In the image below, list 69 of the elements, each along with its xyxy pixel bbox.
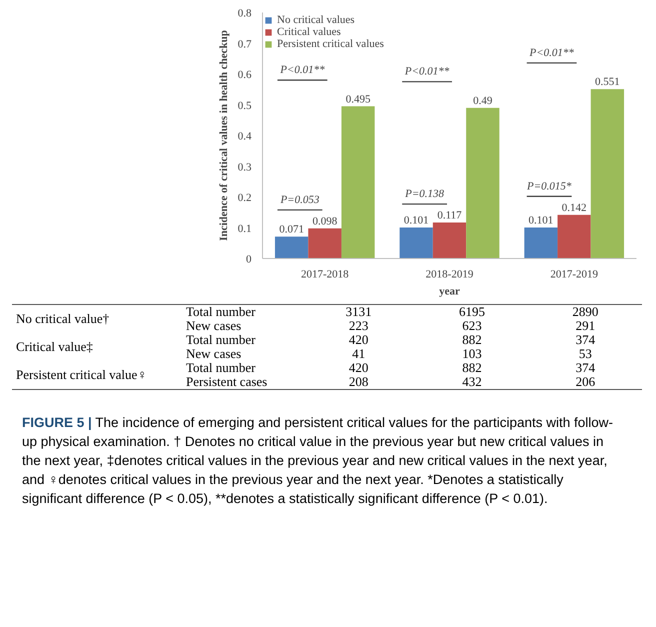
x-tick-label: 2018-2019 (426, 268, 474, 280)
legend-label: Critical values (277, 26, 341, 38)
text: 41 (352, 346, 366, 361)
y-tick-label: 0.6 (238, 69, 252, 81)
bar (558, 214, 591, 258)
bar (274, 236, 308, 258)
y-tick-label: 0.5 (238, 100, 252, 112)
annotation: P=0.053 (279, 194, 320, 206)
data-label: 0.117 (437, 210, 462, 222)
bar (590, 89, 624, 258)
annotation: P<0.01** (528, 46, 574, 59)
annotation: P<0.01** (279, 64, 326, 76)
y-tick-label: 0.1 (238, 222, 252, 235)
category-label: Total number (186, 304, 256, 319)
y-tick-label: 0.4 (238, 130, 252, 142)
legend-label: No critical values (277, 14, 355, 26)
category-label: Total number (186, 360, 256, 375)
data-label: 0.551 (595, 76, 620, 88)
y-axis-title: Incidence of critical values in health checkup (218, 30, 230, 241)
data-label: 0.49 (473, 94, 493, 107)
text: 374 (576, 360, 596, 375)
y-tick-label: 0.2 (238, 192, 252, 204)
text: 420 (348, 360, 368, 375)
text: 208 (348, 374, 368, 389)
data-label: 0.098 (312, 215, 338, 228)
text: 882 (462, 332, 482, 347)
bar (466, 108, 500, 258)
data-label: 0.101 (404, 214, 429, 226)
legend-label: Persistent critical values (277, 38, 384, 50)
y-tick-label: 0.8 (238, 8, 252, 20)
y-tick-label: 0.3 (238, 161, 252, 174)
x-axis-title: year (439, 286, 460, 298)
text: FIGURE 5 | (22, 415, 92, 430)
text: 6195 (458, 304, 485, 319)
text: Persistent critical value♀ (15, 366, 148, 384)
bar (308, 228, 342, 258)
y-tick-label: 0.7 (238, 38, 252, 50)
bar (400, 227, 433, 258)
bar (432, 222, 466, 258)
x-tick-label: 2017-2018 (301, 268, 350, 280)
category-label: Total number (186, 332, 256, 347)
data-label: 0.071 (279, 224, 304, 236)
text: 374 (576, 332, 596, 347)
text: 3131 (346, 304, 372, 319)
text: 432 (462, 374, 482, 389)
category-label: New cases (186, 318, 242, 333)
annotation: P=0.138 (404, 188, 445, 200)
text: 223 (348, 318, 368, 333)
text: 882 (462, 360, 482, 375)
text: No critical value† (15, 310, 110, 328)
text: 53 (578, 346, 592, 361)
annotation: P<0.01** (404, 66, 450, 78)
data-label: 0.101 (528, 214, 554, 226)
text: 623 (462, 318, 482, 333)
text: 103 (462, 346, 482, 361)
data-label: 0.142 (562, 202, 587, 214)
y-tick-label: 0 (246, 254, 252, 266)
text: 2890 (572, 304, 598, 319)
data-label: 0.495 (346, 93, 371, 106)
category-label: Persistent cases (186, 374, 268, 389)
text: 291 (576, 318, 596, 333)
category-label: New cases (186, 346, 242, 361)
text: Critical value‡ (15, 338, 94, 356)
annotation: P=0.015* (526, 180, 572, 192)
text: 206 (576, 374, 596, 389)
text: 420 (348, 332, 368, 347)
bar (524, 227, 558, 258)
x-tick-label: 2017-2019 (550, 268, 598, 280)
bar (341, 106, 375, 258)
